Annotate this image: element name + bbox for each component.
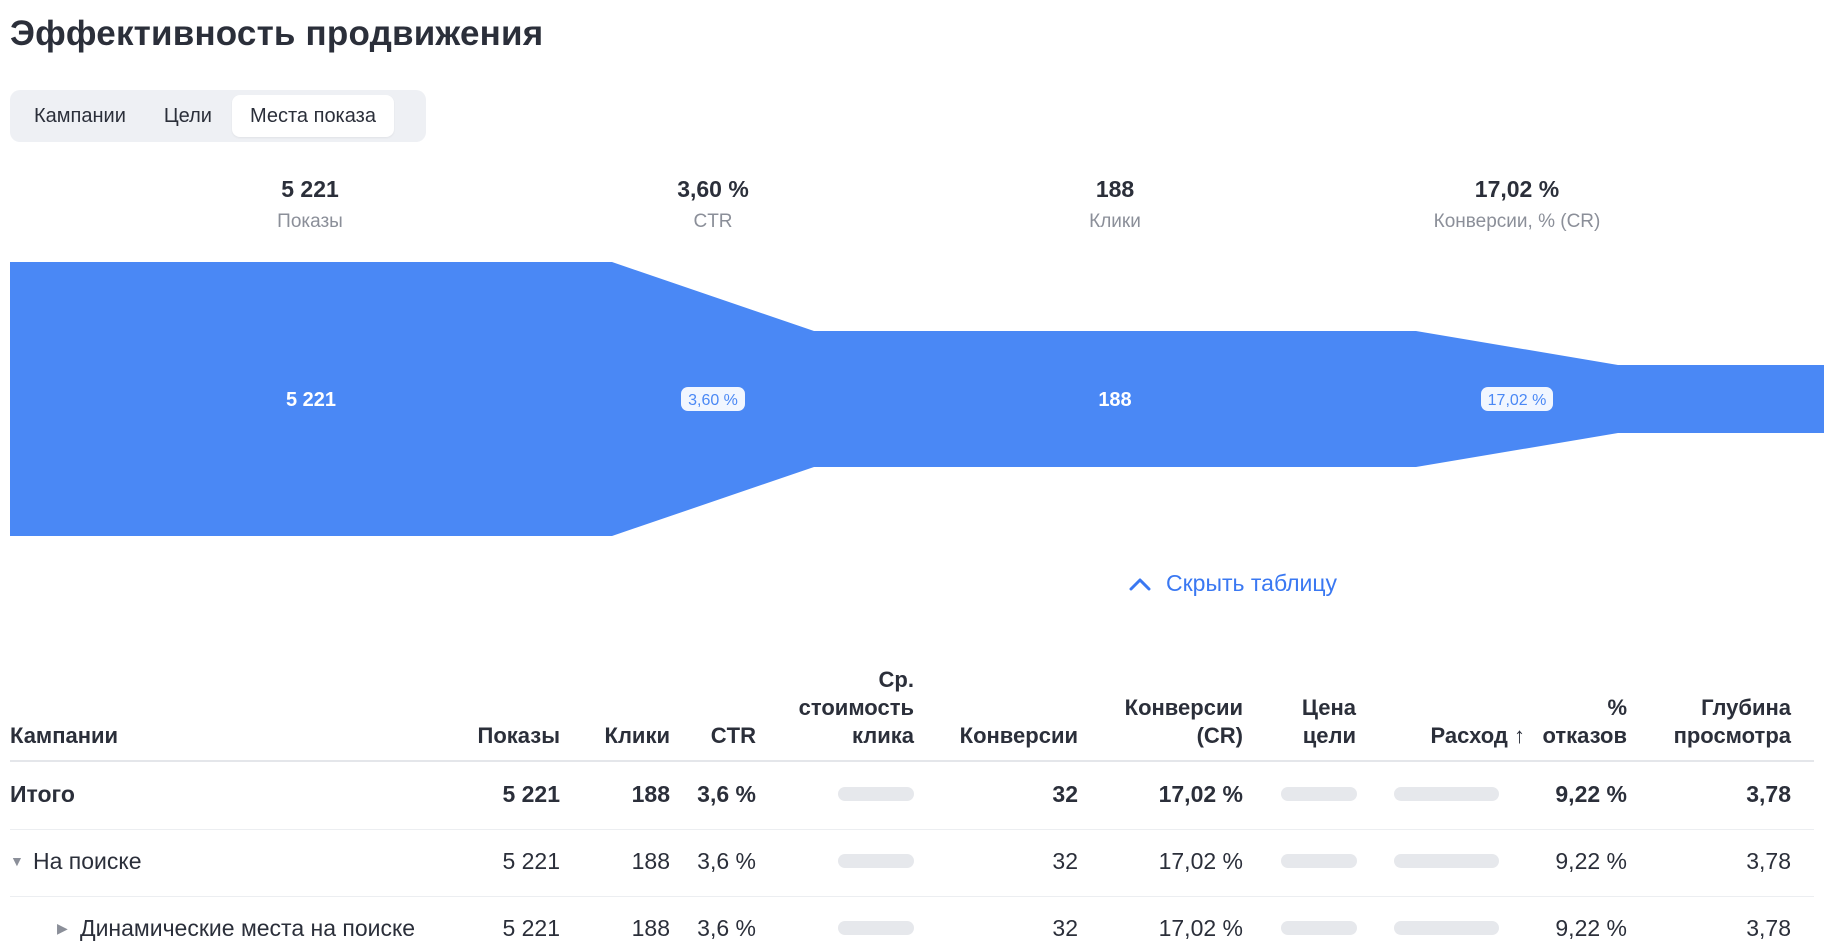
cell-depth: 3,78	[1746, 915, 1791, 941]
metric-value: 5 221	[281, 176, 339, 202]
column-header-line: Расход ↑	[1430, 723, 1525, 748]
funnel-transition-badge-ctr: 3,60 %	[681, 387, 745, 411]
table-header-divider	[10, 760, 1814, 762]
column-header-line: Клики	[604, 723, 670, 748]
cell-clicks: 188	[631, 915, 670, 941]
column-header-line: стоимость	[798, 695, 914, 720]
column-header-line: Ср.	[878, 667, 914, 692]
cell-cr: 17,02 %	[1158, 781, 1243, 807]
column-header-spend[interactable]: Расход ↑	[1431, 722, 1525, 750]
metric-value: 188	[1095, 176, 1135, 202]
metric-conversion-rate: 17,02 % Конверсии, % (CR)	[1367, 176, 1667, 233]
metric-shows: 5 221 Показы	[160, 176, 460, 233]
column-header-line: (CR)	[1196, 723, 1243, 748]
column-header-line: Кампании	[10, 723, 119, 748]
cell-bounce: 9,22 %	[1555, 848, 1627, 874]
cell-ctr: 3,6 %	[697, 848, 756, 874]
expand-row-icon[interactable]: ▶	[57, 920, 68, 936]
cell-conversions: 32	[1052, 848, 1078, 874]
column-header-depth[interactable]: Глубина просмотра	[1674, 694, 1791, 750]
column-header-cr[interactable]: Конверсии (CR)	[1125, 694, 1243, 750]
column-header-line: CTR	[710, 723, 756, 748]
tab-switcher: Кампании Цели Места показа	[10, 90, 426, 142]
hide-table-label: Скрыть таблицу	[1166, 570, 1338, 596]
column-header-line: %	[1607, 695, 1627, 720]
column-header-line: клика	[851, 723, 914, 748]
cell-cr: 17,02 %	[1158, 848, 1243, 874]
metric-value: 3,60 %	[677, 176, 749, 202]
column-header-line: просмотра	[1673, 723, 1791, 748]
metric-clicks: 188 Клики	[965, 176, 1265, 233]
column-header-ctr[interactable]: CTR	[711, 722, 756, 750]
funnel-chart: 5 221 188 3,60 % 17,02 %	[10, 262, 1824, 536]
metric-label: Клики	[1089, 211, 1141, 232]
loading-skeleton-cpc	[838, 854, 914, 868]
tab-goals[interactable]: Цели	[163, 104, 212, 127]
cell-ctr: 3,6 %	[697, 915, 756, 941]
funnel-transition-badge-cr: 17,02 %	[1481, 387, 1553, 411]
cell-bounce: 9,22 %	[1555, 781, 1627, 807]
row-divider	[10, 896, 1814, 897]
loading-skeleton-goal-price	[1281, 921, 1357, 935]
funnel-stage-label-shows: 5 221	[286, 389, 336, 411]
loading-skeleton-spend	[1394, 787, 1499, 801]
row-name[interactable]: На поиске	[33, 848, 142, 874]
cell-cr: 17,02 %	[1158, 915, 1243, 941]
loading-skeleton-spend	[1394, 854, 1499, 868]
cell-clicks: 188	[631, 848, 670, 874]
loading-skeleton-cpc	[838, 921, 914, 935]
row-divider	[10, 829, 1814, 830]
column-header-conversions[interactable]: Конверсии	[960, 722, 1078, 750]
column-header-line: Конверсии	[959, 723, 1078, 748]
column-header-line: Цена	[1301, 695, 1356, 720]
tab-placements[interactable]: Места показа	[231, 95, 394, 137]
column-header-line: Конверсии	[1124, 695, 1243, 720]
column-header-clicks[interactable]: Клики	[605, 722, 670, 750]
cell-bounce: 9,22 %	[1555, 915, 1627, 941]
metric-value: 17,02 %	[1474, 176, 1560, 202]
metric-label: Конверсии, % (CR)	[1433, 211, 1601, 232]
metric-label: Показы	[277, 211, 343, 232]
column-header-line: Глубина	[1701, 695, 1791, 720]
badge-background	[681, 387, 745, 411]
cell-shows: 5 221	[502, 848, 560, 874]
column-header-bounce[interactable]: % отказов	[1542, 694, 1627, 750]
column-header-line: Показы	[477, 723, 561, 748]
page-title: Эффективность продвижения	[10, 14, 544, 53]
row-name[interactable]: Динамические места на поиске	[80, 915, 416, 941]
cell-conversions: 32	[1052, 915, 1078, 941]
collapse-row-icon[interactable]: ▼	[10, 853, 24, 869]
hide-table-toggle[interactable]: Скрыть таблицу	[1128, 570, 1337, 597]
column-header-campaign[interactable]: Кампании	[10, 722, 118, 750]
cell-shows: 5 221	[502, 915, 560, 941]
column-header-goal-price[interactable]: Цена цели	[1302, 694, 1356, 750]
row-name: Итого	[10, 781, 75, 807]
funnel-transition-label: 17,02 %	[1488, 392, 1547, 409]
cell-ctr: 3,6 %	[697, 781, 756, 807]
column-header-shows[interactable]: Показы	[478, 722, 561, 750]
funnel-stage-label-clicks: 188	[1098, 389, 1131, 411]
funnel-shape	[10, 262, 1824, 536]
chevron-up-icon	[1129, 578, 1151, 590]
loading-skeleton-goal-price	[1281, 854, 1357, 868]
loading-skeleton-cpc	[838, 787, 914, 801]
metric-ctr: 3,60 % CTR	[563, 176, 863, 233]
column-header-line: отказов	[1542, 723, 1627, 748]
loading-skeleton-spend	[1394, 921, 1499, 935]
loading-skeleton-goal-price	[1281, 787, 1357, 801]
column-header-cpc[interactable]: Ср. стоимость клика	[799, 666, 914, 750]
cell-clicks: 188	[631, 781, 670, 807]
cell-depth: 3,78	[1746, 781, 1791, 807]
cell-depth: 3,78	[1746, 848, 1791, 874]
cell-conversions: 32	[1052, 781, 1078, 807]
cell-shows: 5 221	[502, 781, 560, 807]
funnel-transition-label: 3,60 %	[688, 392, 738, 409]
column-header-line: цели	[1302, 723, 1356, 748]
badge-background	[1481, 387, 1553, 411]
metric-label: CTR	[693, 211, 733, 232]
tab-campaigns[interactable]: Кампании	[34, 104, 126, 127]
